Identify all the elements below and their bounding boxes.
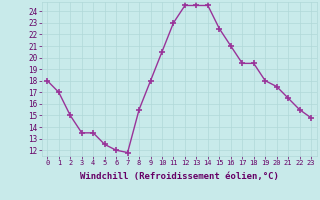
X-axis label: Windchill (Refroidissement éolien,°C): Windchill (Refroidissement éolien,°C) <box>80 172 279 181</box>
